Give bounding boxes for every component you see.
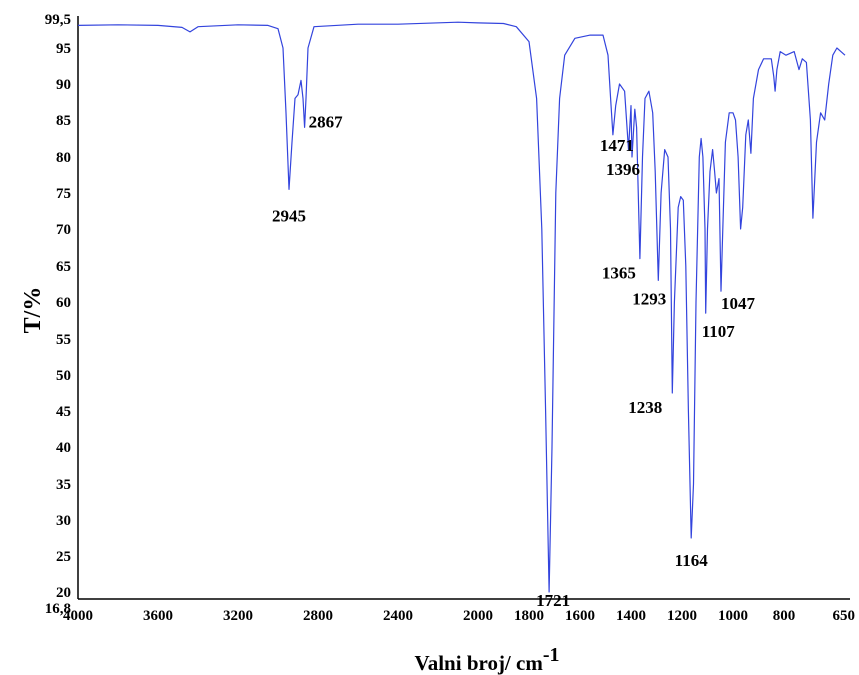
x-tick-label: 1000 (718, 608, 748, 624)
x-tick-label: 3200 (223, 608, 253, 624)
x-axis-title-text: Valni broj/ cm (414, 651, 543, 675)
peak-label: 1471 (600, 136, 634, 155)
x-tick-label: 2800 (303, 608, 333, 624)
x-tick-labels: 4000 3600 3200 2800 2400 2000 1800 1600 1400 1200… (63, 608, 855, 624)
y-tick-label: 80 (56, 150, 71, 166)
peak-label: 1396 (606, 160, 640, 179)
y-tick-label: 65 (56, 259, 71, 275)
y-tick-label: 90 (56, 77, 71, 93)
y-tick-label: 60 (56, 295, 71, 311)
spectrum-line (77, 21, 846, 593)
peak-label: 1047 (721, 294, 756, 313)
x-tick-label: 4000 (63, 608, 93, 624)
x-tick-label: 650 (833, 608, 856, 624)
x-tick-label: 1600 (565, 608, 595, 624)
y-tick-label: 95 (56, 41, 71, 57)
x-axis-title: Valni broj/ cm-1 (414, 644, 559, 675)
x-tick-label: 1800 (514, 608, 544, 624)
peak-label: 1721 (536, 591, 570, 610)
peak-label: 1164 (675, 551, 709, 570)
y-axis-title: T/% (20, 287, 46, 334)
x-tick-label: 1200 (667, 608, 697, 624)
x-tick-label: 800 (773, 608, 796, 624)
y-tick-label: 20 (56, 585, 71, 601)
y-tick-label: 35 (56, 477, 71, 493)
x-tick-label: 3600 (143, 608, 173, 624)
y-tick-label: 70 (56, 222, 71, 238)
peak-label: 2945 (272, 206, 306, 225)
peak-label: 1107 (702, 322, 736, 341)
x-axis-title-exponent: -1 (543, 644, 560, 666)
peak-labels: 2945 2867 1721 1471 1396 1365 1293 1238 1164 1107… (272, 112, 756, 610)
y-tick-label: 55 (56, 332, 71, 348)
x-tick-label: 2000 (463, 608, 493, 624)
y-tick-label: 50 (56, 368, 71, 384)
peak-label: 1238 (628, 398, 662, 417)
y-tick-label: 30 (56, 513, 71, 529)
y-tick-label: 99,5 (45, 12, 71, 28)
y-tick-label: 16,8 (45, 601, 71, 617)
x-tick-label: 2400 (383, 608, 413, 624)
peak-label: 1293 (632, 289, 666, 308)
y-tick-label: 45 (56, 404, 71, 420)
axes (77, 16, 850, 600)
y-tick-label: 85 (56, 113, 71, 129)
y-tick-label: 40 (56, 440, 71, 456)
peak-label: 1365 (602, 264, 636, 283)
y-tick-label: 25 (56, 549, 71, 565)
x-tick-label: 1400 (616, 608, 646, 624)
y-tick-label: 75 (56, 186, 71, 202)
peak-label: 2867 (309, 112, 344, 131)
